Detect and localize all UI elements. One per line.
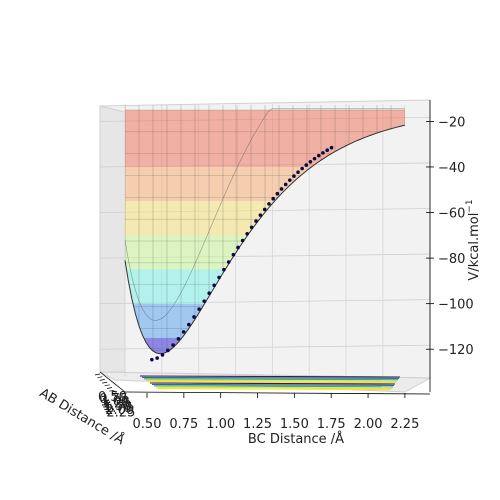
y-tick-7 — [111, 392, 117, 395]
trajectory-point-1 — [155, 356, 159, 360]
x-tick-label-1: 0.75 — [169, 417, 198, 432]
y-tick-label-1: 0.75 — [99, 392, 128, 407]
trajectory-point-31 — [296, 170, 300, 175]
z-axis-title-superscript: −1 — [465, 199, 475, 212]
trajectory-point-10 — [202, 299, 207, 303]
trajectory-point-36 — [316, 153, 321, 158]
trajectory-point-9 — [197, 307, 201, 311]
reaction-trajectory — [150, 145, 334, 362]
trajectory-point-39 — [329, 145, 334, 150]
trajectory-point-16 — [231, 252, 236, 257]
trajectory-point-19 — [245, 231, 249, 236]
y-tick-label-3: 1.25 — [102, 397, 131, 412]
floor-contour-3 — [145, 379, 398, 382]
z-axis-title-main: V/kcal.mol — [467, 213, 482, 281]
floor-contour-9 — [157, 388, 392, 391]
trajectory-point-21 — [254, 219, 258, 223]
trajectory-point-38 — [325, 148, 330, 153]
y-tick-2 — [99, 379, 105, 381]
x-tick-label-0: 0.50 — [133, 417, 162, 432]
trajectory-point-18 — [240, 238, 245, 243]
z-tick-label-4: −100 — [438, 298, 474, 313]
trajectory-point-29 — [288, 178, 292, 182]
trajectory-point-13 — [217, 275, 221, 280]
x-tick-label-4: 1.50 — [280, 417, 309, 432]
trajectory-point-28 — [283, 182, 288, 187]
y-tick-label-7: 2.25 — [106, 405, 135, 420]
trajectory-point-35 — [312, 156, 317, 161]
x-tick-label-2: 1.00 — [206, 417, 235, 432]
floor-contour-5 — [149, 382, 396, 385]
y-tick-5 — [106, 387, 113, 389]
z-axis-title: V/kcal.mol−1 — [465, 199, 482, 280]
x-tick-label-7: 2.25 — [390, 417, 419, 432]
trajectory-point-24 — [267, 202, 271, 206]
surface-rear-edge — [124, 108, 405, 321]
trajectory-point-0 — [150, 357, 154, 362]
trajectory-point-23 — [262, 207, 267, 212]
floor-contour-7 — [153, 385, 394, 388]
y-tick-6 — [109, 389, 115, 392]
floor-contour-0 — [139, 375, 401, 378]
floor-contour-8 — [155, 386, 393, 389]
z-tick-label-2: −60 — [438, 207, 465, 222]
trajectory-point-12 — [212, 283, 216, 288]
floor-contour-1 — [141, 376, 400, 379]
trajectory-point-17 — [236, 245, 240, 250]
x-tick-label-5: 1.75 — [317, 417, 346, 432]
trajectory-point-33 — [304, 163, 309, 167]
trajectory-point-26 — [275, 191, 280, 196]
trajectory-point-8 — [192, 315, 196, 319]
z-tick-label-1: −40 — [438, 161, 465, 176]
y-tick-0 — [94, 373, 101, 376]
trajectory-point-3 — [166, 348, 170, 353]
trajectory-point-15 — [226, 260, 231, 264]
y-tick-3 — [102, 381, 108, 384]
y-tick-label-2: 1.00 — [100, 394, 129, 409]
floor-contours — [139, 375, 401, 391]
x-axis-line — [124, 391, 431, 395]
trajectory-point-4 — [171, 343, 175, 347]
y-tick-1 — [97, 376, 103, 379]
trajectory-point-25 — [271, 196, 276, 201]
x-tick-label-6: 2.00 — [354, 417, 383, 432]
y-tick-4 — [104, 384, 110, 387]
z-tick-label-0: −20 — [438, 115, 465, 130]
trajectory-point-32 — [300, 166, 304, 171]
surface-front-edge — [124, 124, 406, 355]
floor-contour-4 — [147, 381, 397, 384]
floor-contour-6 — [151, 383, 395, 386]
trajectory-point-30 — [292, 174, 296, 178]
y-tick-label-5: 1.75 — [104, 401, 133, 416]
trajectory-point-14 — [222, 267, 226, 272]
trajectory-point-11 — [207, 291, 212, 295]
x-tick-label-3: 1.25 — [243, 417, 272, 432]
trajectory-point-2 — [160, 353, 165, 357]
y-tick-label-6: 2.00 — [105, 403, 134, 418]
trajectory-point-20 — [249, 225, 254, 230]
side-pane — [99, 105, 126, 373]
trajectory-point-27 — [279, 187, 284, 191]
trajectory-point-5 — [176, 336, 181, 341]
trajectory-point-7 — [187, 322, 191, 327]
y-axis-line — [99, 371, 126, 393]
trajectory-point-6 — [181, 330, 186, 334]
z-tick-label-3: −80 — [438, 252, 465, 267]
trajectory-point-22 — [258, 213, 263, 217]
trajectory-point-37 — [321, 151, 325, 155]
floor-contour-2 — [143, 378, 399, 381]
y-tick-label-4: 1.50 — [103, 399, 132, 414]
x-axis-title: BC Distance /Å — [248, 431, 344, 447]
y-tick-label-0: 0.50 — [98, 390, 127, 405]
trajectory-point-34 — [308, 159, 313, 164]
z-tick-label-5: −120 — [438, 343, 474, 358]
